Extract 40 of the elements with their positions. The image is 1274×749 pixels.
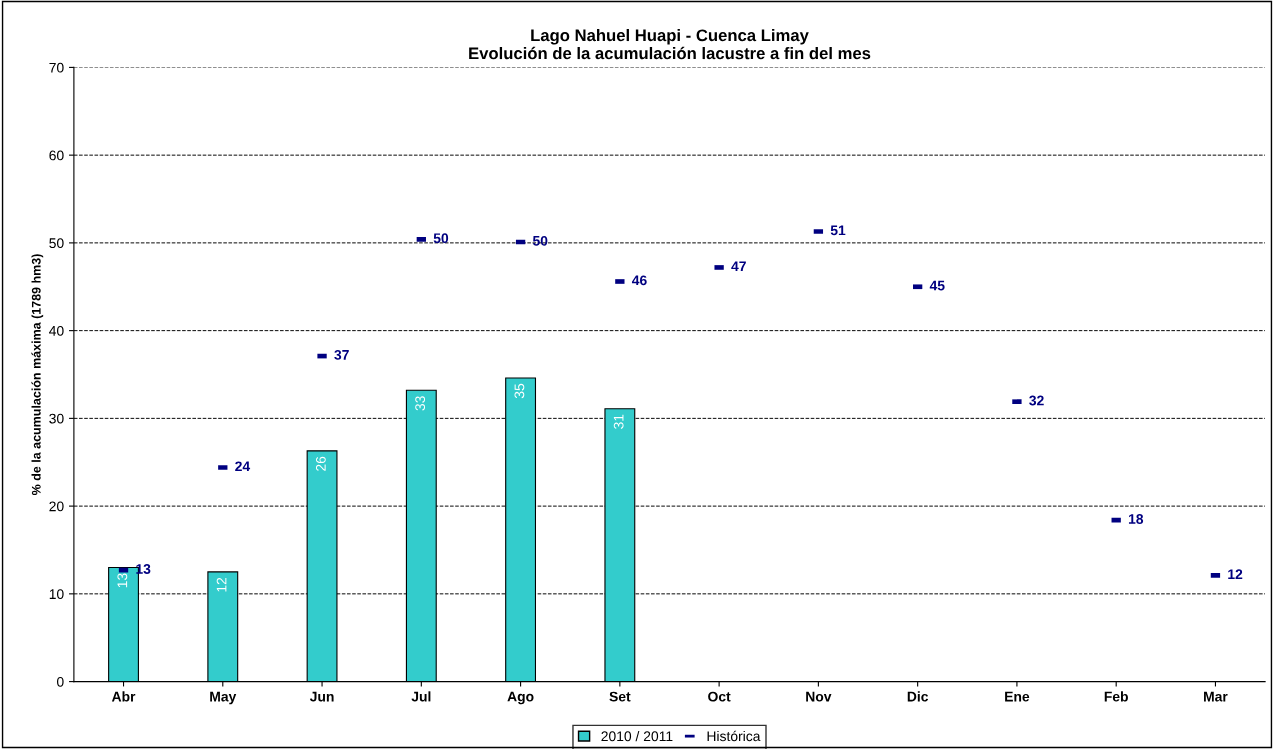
data-label: 26 xyxy=(315,456,326,471)
y-tick-label: 0 xyxy=(56,676,64,687)
data-label: 45 xyxy=(929,280,945,291)
x-tick-label: Jul xyxy=(411,691,431,702)
y-axis-title: % de la acumulación máxima (1789 hm3) xyxy=(31,254,44,496)
data-label: 47 xyxy=(731,261,746,272)
x-tick-label: Set xyxy=(609,691,631,702)
data-label: 18 xyxy=(1128,514,1144,524)
y-tick-label: 10 xyxy=(49,589,64,600)
x-tick-label: May xyxy=(210,691,237,705)
data-label: 37 xyxy=(334,349,349,360)
x-tick-label: Ene xyxy=(1005,691,1030,702)
x-tick-label: Feb xyxy=(1104,691,1128,702)
data-label: 24 xyxy=(235,461,251,472)
data-label: 12 xyxy=(1228,569,1243,580)
chart-title: Lago Nahuel Huapi - Cuenca Limay Evolución de la acumulación lacustre a fin del mes xyxy=(469,28,871,60)
x-tick-label: Dic xyxy=(907,691,929,702)
data-label: 51 xyxy=(830,225,846,236)
data-label: 31 xyxy=(613,414,624,429)
y-tick-label: 40 xyxy=(49,325,64,336)
x-tick-label: Nov xyxy=(806,691,832,702)
x-tick-label: Ago xyxy=(507,691,534,705)
data-label: 46 xyxy=(631,275,647,286)
legend-label: 2010 / 2011 xyxy=(601,730,673,742)
x-tick-label: Abr xyxy=(111,691,136,702)
x-tick-label: Jun xyxy=(309,691,334,702)
x-tick-label: Mar xyxy=(1204,691,1228,702)
data-label: 33 xyxy=(415,396,426,411)
data-label: 12 xyxy=(216,577,227,592)
y-tick-label: 30 xyxy=(49,413,64,424)
legend-label: Histórica xyxy=(707,730,761,742)
data-label: 32 xyxy=(1029,395,1044,406)
y-tick-label: 20 xyxy=(49,501,64,512)
y-tick-label: 50 xyxy=(49,238,64,249)
y-tick-label: 60 xyxy=(49,150,64,161)
data-label: 50 xyxy=(433,233,449,244)
x-tick-label: Oct xyxy=(708,691,731,702)
y-tick-label: 70 xyxy=(49,62,64,73)
data-label: 35 xyxy=(514,383,525,399)
data-label: 13 xyxy=(117,573,128,588)
